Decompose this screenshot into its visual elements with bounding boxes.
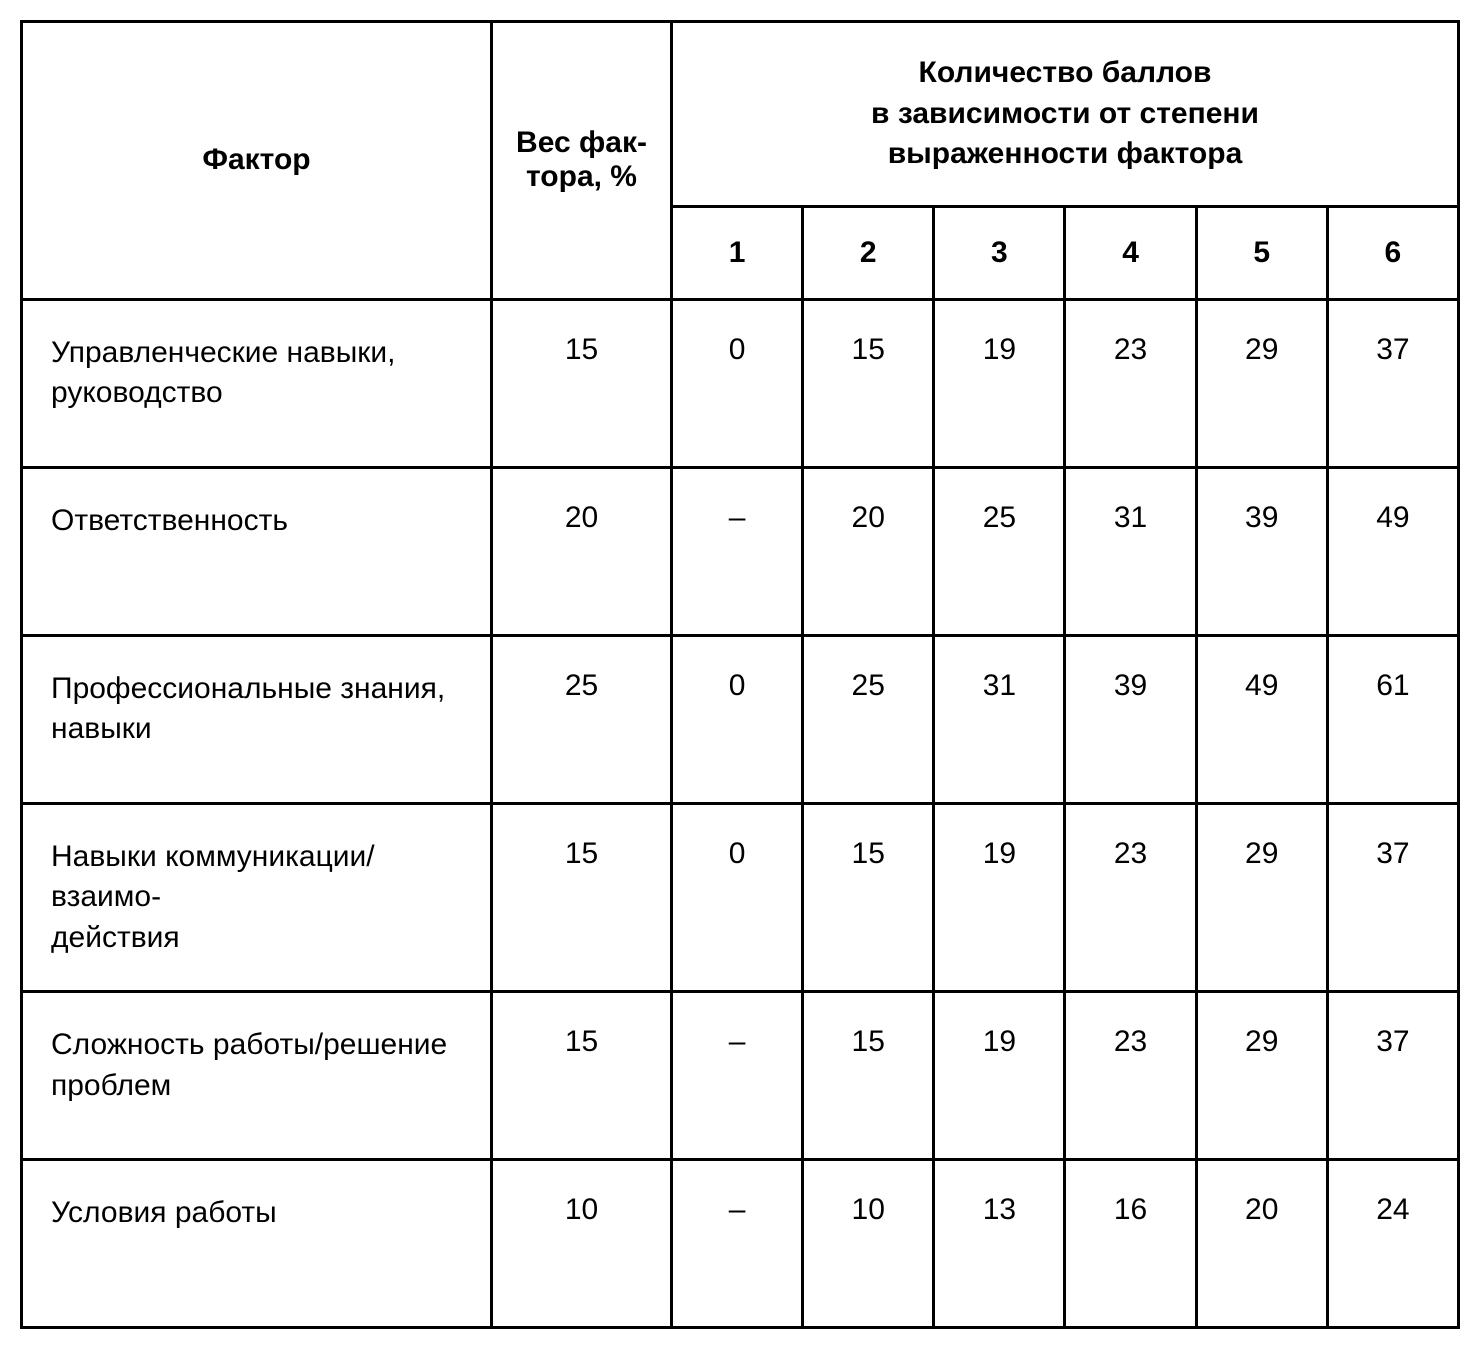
cell-score: 49 bbox=[1196, 635, 1327, 803]
factors-table: Фактор Вес фак-тора, % Количество баллов… bbox=[20, 20, 1460, 1329]
cell-weight: 20 bbox=[492, 467, 672, 635]
cell-factor: Управленческие навыки, руководство bbox=[22, 299, 492, 467]
table-row: Профессиональные знания, навыки 25 0 25 … bbox=[22, 635, 1459, 803]
cell-score: – bbox=[672, 467, 803, 635]
cell-score: 31 bbox=[934, 635, 1065, 803]
header-level-4: 4 bbox=[1065, 206, 1196, 299]
cell-score: 39 bbox=[1065, 635, 1196, 803]
cell-score: 15 bbox=[803, 992, 934, 1160]
cell-score: 0 bbox=[672, 803, 803, 992]
cell-factor: Профессиональные знания, навыки bbox=[22, 635, 492, 803]
table-body: Управленческие навыки, руководство 15 0 … bbox=[22, 299, 1459, 1328]
cell-score: 37 bbox=[1327, 992, 1458, 1160]
cell-score: 39 bbox=[1196, 467, 1327, 635]
cell-score: – bbox=[672, 992, 803, 1160]
header-level-5: 5 bbox=[1196, 206, 1327, 299]
cell-score: 19 bbox=[934, 299, 1065, 467]
cell-score: 20 bbox=[1196, 1160, 1327, 1328]
cell-factor: Навыки коммуникации/взаимо-действия bbox=[22, 803, 492, 992]
cell-score: 49 bbox=[1327, 467, 1458, 635]
cell-score: 31 bbox=[1065, 467, 1196, 635]
cell-score: 23 bbox=[1065, 992, 1196, 1160]
table-row: Условия работы 10 – 10 13 16 20 24 bbox=[22, 1160, 1459, 1328]
header-level-1: 1 bbox=[672, 206, 803, 299]
cell-score: 13 bbox=[934, 1160, 1065, 1328]
cell-factor: Условия работы bbox=[22, 1160, 492, 1328]
table-row: Управленческие навыки, руководство 15 0 … bbox=[22, 299, 1459, 467]
cell-score: – bbox=[672, 1160, 803, 1328]
cell-score: 29 bbox=[1196, 992, 1327, 1160]
header-scores: Количество балловв зависимости от степен… bbox=[672, 22, 1459, 207]
cell-factor: Ответственность bbox=[22, 467, 492, 635]
cell-weight: 15 bbox=[492, 299, 672, 467]
header-level-2: 2 bbox=[803, 206, 934, 299]
cell-score: 37 bbox=[1327, 299, 1458, 467]
cell-weight: 25 bbox=[492, 635, 672, 803]
cell-score: 24 bbox=[1327, 1160, 1458, 1328]
table-row: Ответственность 20 – 20 25 31 39 49 bbox=[22, 467, 1459, 635]
cell-score: 25 bbox=[803, 635, 934, 803]
cell-factor: Сложность работы/решение проблем bbox=[22, 992, 492, 1160]
cell-weight: 10 bbox=[492, 1160, 672, 1328]
header-level-3: 3 bbox=[934, 206, 1065, 299]
cell-score: 0 bbox=[672, 635, 803, 803]
cell-weight: 15 bbox=[492, 803, 672, 992]
cell-score: 25 bbox=[934, 467, 1065, 635]
header-weight: Вес фак-тора, % bbox=[492, 22, 672, 300]
table-row: Навыки коммуникации/взаимо-действия 15 0… bbox=[22, 803, 1459, 992]
cell-score: 10 bbox=[803, 1160, 934, 1328]
cell-score: 0 bbox=[672, 299, 803, 467]
cell-score: 61 bbox=[1327, 635, 1458, 803]
cell-score: 29 bbox=[1196, 803, 1327, 992]
cell-score: 20 bbox=[803, 467, 934, 635]
header-factor: Фактор bbox=[22, 22, 492, 300]
cell-score: 37 bbox=[1327, 803, 1458, 992]
cell-score: 15 bbox=[803, 803, 934, 992]
table-row: Сложность работы/решение проблем 15 – 15… bbox=[22, 992, 1459, 1160]
cell-score: 29 bbox=[1196, 299, 1327, 467]
cell-weight: 15 bbox=[492, 992, 672, 1160]
cell-score: 15 bbox=[803, 299, 934, 467]
header-level-6: 6 bbox=[1327, 206, 1458, 299]
cell-score: 19 bbox=[934, 992, 1065, 1160]
cell-score: 19 bbox=[934, 803, 1065, 992]
cell-score: 16 bbox=[1065, 1160, 1196, 1328]
cell-score: 23 bbox=[1065, 299, 1196, 467]
cell-score: 23 bbox=[1065, 803, 1196, 992]
